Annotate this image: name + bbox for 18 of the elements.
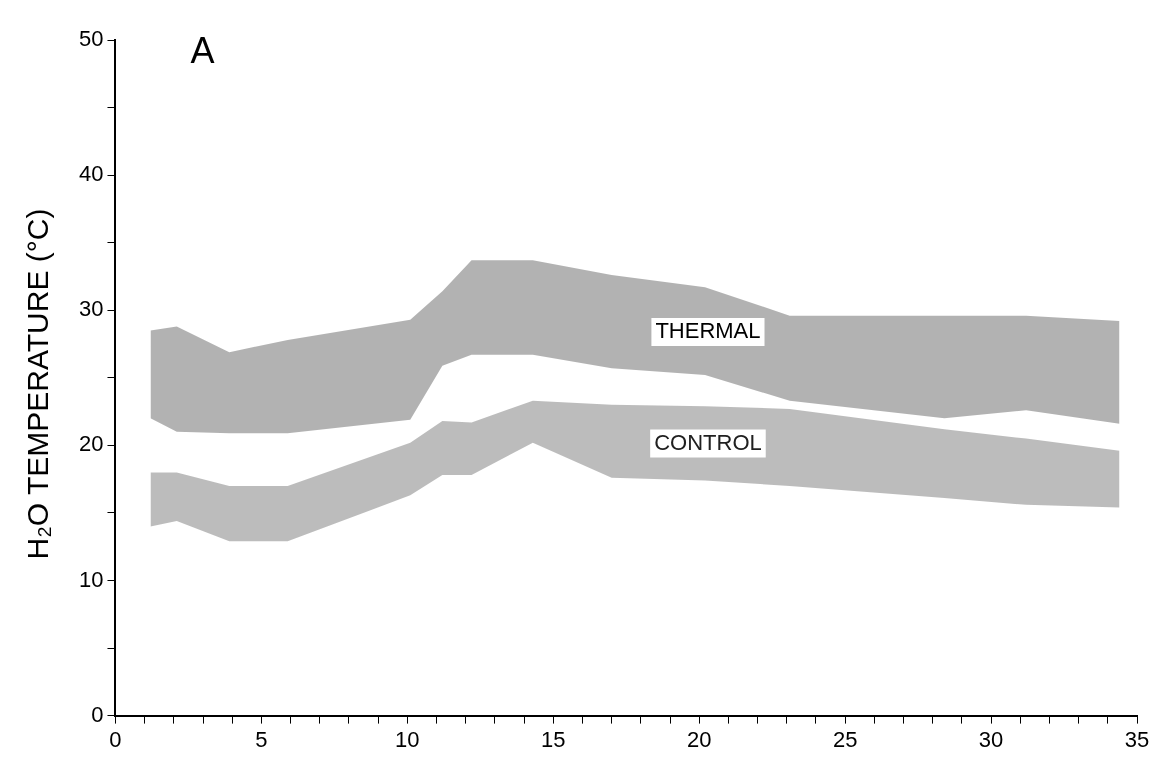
y-tick-label: 30 [78,296,104,322]
x-tick-label: 15 [541,726,566,752]
y-tick-label: 40 [78,161,104,187]
y-tick-label: 20 [78,431,104,457]
x-tick-label: 30 [978,726,1004,752]
y-axis-title: H₂O TEMPERATURE (°C) [21,208,55,560]
legend-label: CONTROL [654,429,762,455]
x-tick-label: 10 [395,726,420,752]
x-tick-label: 5 [255,726,268,752]
chart-title: A [190,29,215,71]
y-tick-label: 10 [78,566,104,592]
x-tick-label: 20 [686,726,712,752]
x-tick-label: 25 [832,726,858,752]
y-tick-label: 50 [78,26,104,52]
legend-label: THERMAL [655,318,761,344]
x-tick-label: 0 [109,726,122,752]
y-tick-label: 0 [91,701,104,727]
x-tick-label: 35 [1124,726,1150,752]
